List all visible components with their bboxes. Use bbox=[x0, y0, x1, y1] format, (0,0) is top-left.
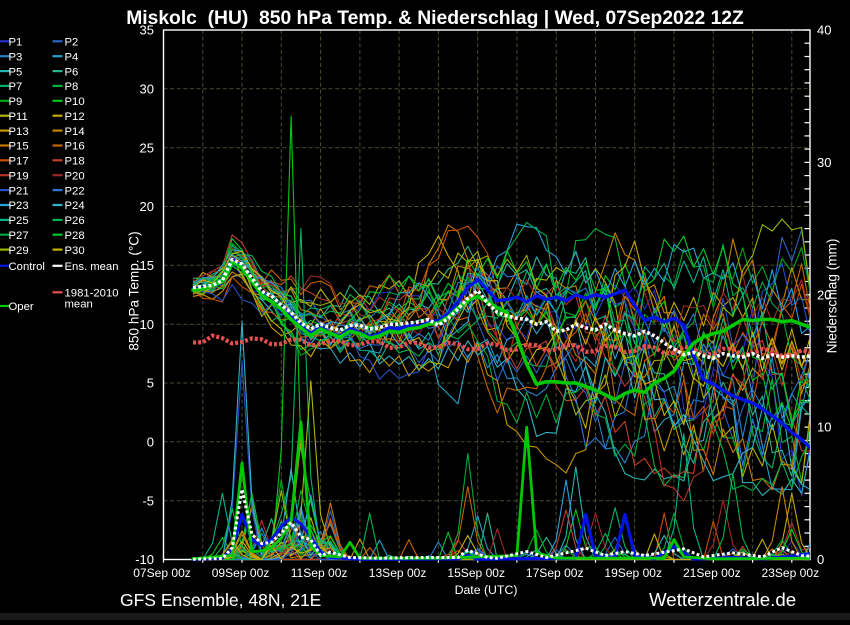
svg-text:P18: P18 bbox=[65, 156, 85, 168]
svg-text:850 hPa Temp. (°C): 850 hPa Temp. (°C) bbox=[127, 231, 142, 350]
svg-text:GFS Ensemble, 48N, 21E: GFS Ensemble, 48N, 21E bbox=[120, 590, 321, 610]
svg-text:-10: -10 bbox=[135, 552, 154, 567]
svg-text:Miskolc (HU) 850 hPa Temp. &: Miskolc (HU) 850 hPa Temp. & Niederschla… bbox=[126, 8, 744, 29]
svg-text:23Sep 00z: 23Sep 00z bbox=[761, 566, 819, 580]
svg-text:P20: P20 bbox=[65, 170, 85, 182]
svg-text:20: 20 bbox=[140, 199, 154, 214]
svg-text:5: 5 bbox=[147, 376, 154, 391]
svg-text:10: 10 bbox=[140, 317, 154, 332]
svg-text:35: 35 bbox=[140, 23, 154, 38]
svg-text:Date (UTC): Date (UTC) bbox=[455, 583, 518, 597]
svg-text:P25: P25 bbox=[9, 215, 29, 227]
svg-text:P26: P26 bbox=[65, 215, 85, 227]
svg-text:P24: P24 bbox=[65, 200, 85, 212]
svg-text:P17: P17 bbox=[9, 156, 29, 168]
svg-text:21Sep 00z: 21Sep 00z bbox=[683, 566, 741, 580]
svg-text:15: 15 bbox=[140, 258, 154, 273]
svg-text:P16: P16 bbox=[65, 141, 85, 153]
svg-text:P2: P2 bbox=[65, 37, 79, 49]
svg-text:-5: -5 bbox=[142, 493, 154, 508]
svg-text:40: 40 bbox=[817, 23, 831, 38]
svg-text:25: 25 bbox=[140, 140, 154, 155]
svg-text:P1: P1 bbox=[9, 37, 23, 49]
svg-text:07Sep 00z: 07Sep 00z bbox=[133, 566, 191, 580]
svg-text:10: 10 bbox=[817, 420, 831, 435]
svg-text:15Sep 00z: 15Sep 00z bbox=[447, 566, 505, 580]
svg-text:11Sep 00z: 11Sep 00z bbox=[291, 566, 348, 580]
svg-text:30: 30 bbox=[140, 81, 154, 96]
svg-text:P9: P9 bbox=[9, 96, 23, 108]
svg-text:P30: P30 bbox=[65, 245, 85, 257]
svg-text:mean: mean bbox=[65, 299, 93, 311]
svg-text:P21: P21 bbox=[9, 185, 29, 197]
svg-text:Ens. mean: Ens. mean bbox=[65, 261, 119, 273]
svg-text:P7: P7 bbox=[9, 81, 23, 93]
svg-text:P4: P4 bbox=[65, 51, 79, 63]
svg-text:13Sep 00z: 13Sep 00z bbox=[369, 566, 427, 580]
svg-text:P3: P3 bbox=[9, 51, 23, 63]
svg-text:P29: P29 bbox=[9, 245, 29, 257]
svg-text:P28: P28 bbox=[65, 230, 85, 242]
svg-text:20: 20 bbox=[817, 287, 831, 302]
svg-text:P5: P5 bbox=[9, 66, 23, 78]
svg-text:P13: P13 bbox=[9, 126, 29, 138]
svg-text:P12: P12 bbox=[65, 111, 85, 123]
svg-text:Oper: Oper bbox=[9, 301, 34, 313]
svg-text:P22: P22 bbox=[65, 185, 85, 197]
svg-text:Wetterzentrale.de: Wetterzentrale.de bbox=[649, 589, 796, 610]
svg-text:09Sep 00z: 09Sep 00z bbox=[212, 566, 270, 580]
svg-text:17Sep 00z: 17Sep 00z bbox=[526, 566, 584, 580]
svg-text:19Sep 00z: 19Sep 00z bbox=[604, 566, 662, 580]
svg-text:P11: P11 bbox=[9, 111, 28, 123]
svg-text:P19: P19 bbox=[9, 170, 29, 182]
svg-text:P27: P27 bbox=[9, 230, 29, 242]
svg-text:P15: P15 bbox=[9, 141, 29, 153]
svg-text:P14: P14 bbox=[65, 126, 85, 138]
svg-text:0: 0 bbox=[817, 552, 824, 567]
svg-text:0: 0 bbox=[147, 434, 154, 449]
svg-text:P6: P6 bbox=[65, 66, 79, 78]
svg-text:1981-2010: 1981-2010 bbox=[65, 288, 119, 300]
svg-text:P10: P10 bbox=[65, 96, 85, 108]
svg-text:P8: P8 bbox=[65, 81, 79, 93]
svg-text:P23: P23 bbox=[9, 200, 29, 212]
svg-text:Control: Control bbox=[9, 261, 45, 273]
svg-text:30: 30 bbox=[817, 155, 831, 170]
svg-text:Niederschlag (mm): Niederschlag (mm) bbox=[825, 239, 840, 354]
